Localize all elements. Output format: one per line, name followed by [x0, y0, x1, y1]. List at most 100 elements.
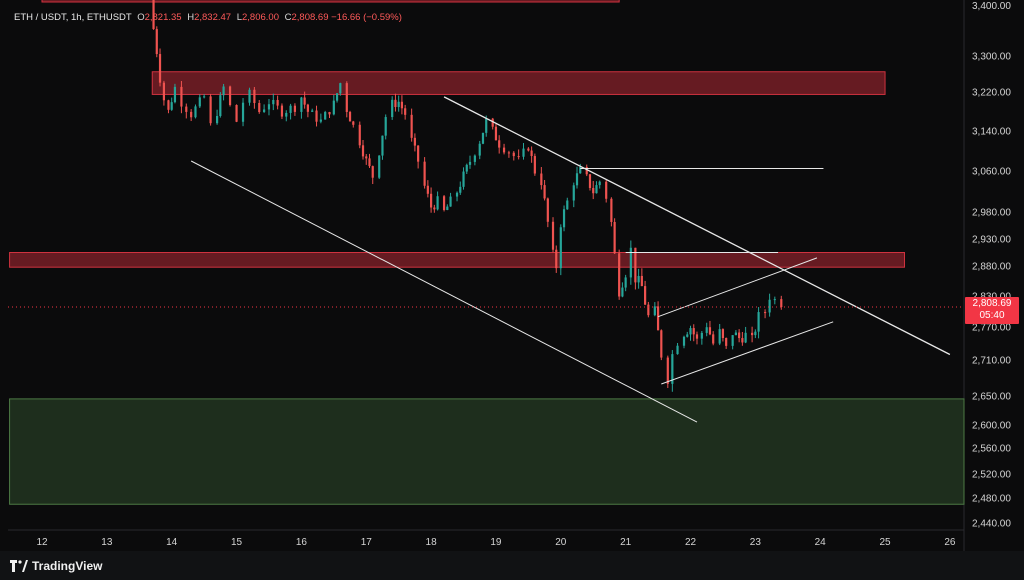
candle-body [289, 105, 292, 113]
time-tick-label: 16 [296, 537, 308, 548]
time-tick-label: 15 [231, 537, 243, 548]
candle-body [465, 164, 468, 172]
candle-body [692, 328, 695, 335]
supply-zone-top [41, 0, 620, 3]
time-tick-label: 12 [36, 537, 48, 548]
candle-body [640, 275, 643, 287]
change-value: −16.66 (−0.59%) [331, 12, 402, 23]
candle-body [575, 173, 579, 186]
candle-body [653, 306, 656, 316]
candle-body [381, 135, 384, 156]
candle-body [734, 332, 737, 336]
last-price-value: 2,808.69 [972, 298, 1012, 309]
candle-body [695, 334, 699, 339]
candle-body [306, 104, 309, 112]
candle-body [517, 156, 520, 158]
high-value: 2,832.47 [194, 12, 232, 23]
candle-body [332, 100, 335, 115]
candle-body [162, 82, 166, 101]
candle-body [566, 200, 569, 210]
candle-body [303, 97, 306, 105]
candle-body [656, 306, 660, 331]
candle-body [152, 0, 155, 30]
candle-body [462, 171, 465, 187]
footer-bar: TradingView [0, 551, 1024, 580]
candle-body [361, 145, 365, 157]
candle-body [751, 332, 754, 336]
time-tick-label: 19 [490, 537, 502, 548]
candle-body [394, 99, 397, 108]
candle-body [324, 112, 327, 120]
open-value: 2,821.35 [144, 12, 182, 23]
candle-body [173, 86, 177, 103]
candle-body [738, 332, 741, 339]
price-tick-label: 2,480.00 [972, 494, 1011, 505]
candle-body [527, 148, 530, 151]
time-tick-label: 17 [361, 537, 373, 548]
candle-body [339, 83, 342, 94]
bar-countdown: 05:40 [979, 310, 1005, 321]
price-tick-label: 2,560.00 [972, 444, 1011, 455]
time-tick-label: 22 [685, 537, 697, 548]
candle-body [442, 196, 446, 211]
candle-body [773, 299, 776, 301]
candle-body [430, 193, 433, 208]
demand-zone [9, 398, 965, 505]
candle-body [348, 111, 352, 122]
candle-body [455, 192, 459, 197]
candle-body [315, 110, 318, 122]
price-tick-label: 2,600.00 [972, 421, 1011, 432]
candle-body [378, 155, 381, 178]
candle-body [647, 304, 650, 316]
candle-body [293, 105, 297, 112]
candle-body [235, 104, 238, 122]
price-chart[interactable]: 3,300.00 3,220.00 3,140.00 3,060.00 2,980.00… [0, 0, 1024, 551]
price-tick-label: 2,520.00 [972, 470, 1011, 481]
candle-body [686, 334, 689, 337]
candle-body [198, 97, 201, 107]
candle-body [170, 102, 173, 110]
candle-body [485, 118, 488, 133]
time-tick-label: 23 [750, 537, 762, 548]
price-tick-label: 2,650.00 [972, 392, 1011, 403]
candle-body [459, 186, 462, 193]
candle-body [621, 287, 624, 297]
candle-body [319, 119, 322, 122]
candle-body [167, 100, 170, 110]
candle-body [768, 299, 771, 313]
candle-body [700, 332, 703, 339]
candle-body [228, 86, 232, 105]
time-tick-label: 24 [815, 537, 827, 548]
candle-body [335, 93, 339, 101]
candle-body [744, 332, 747, 343]
candle-body [436, 196, 439, 210]
tradingview-link[interactable]: TradingView [10, 559, 102, 573]
candle-body [579, 166, 582, 174]
candle-body [551, 221, 555, 250]
candle-body [559, 227, 562, 269]
price-tick-label: 2,980.00 [972, 208, 1011, 219]
candle-body [203, 96, 206, 98]
candle-body [522, 148, 525, 157]
candle-body [721, 329, 725, 338]
candle-body [595, 185, 598, 194]
candle-body [618, 253, 621, 297]
candle-body [263, 109, 266, 113]
candle-body [666, 357, 669, 384]
candle-body [533, 156, 536, 174]
candle-body [634, 247, 637, 283]
candle-body [219, 95, 222, 117]
candle-body [598, 181, 601, 186]
candle-body [180, 86, 183, 107]
candle-body [637, 275, 640, 283]
time-tick-label: 21 [620, 537, 632, 548]
candle-body [725, 337, 728, 346]
candle-body [417, 145, 420, 162]
candle-body [371, 166, 374, 178]
candle-body [222, 86, 225, 96]
low-value: 2,806.00 [242, 12, 279, 23]
candle-body [285, 112, 288, 117]
symbol-name: ETH / USDT, 1h, ETHUSDT [14, 12, 132, 23]
candle-body [562, 209, 566, 228]
